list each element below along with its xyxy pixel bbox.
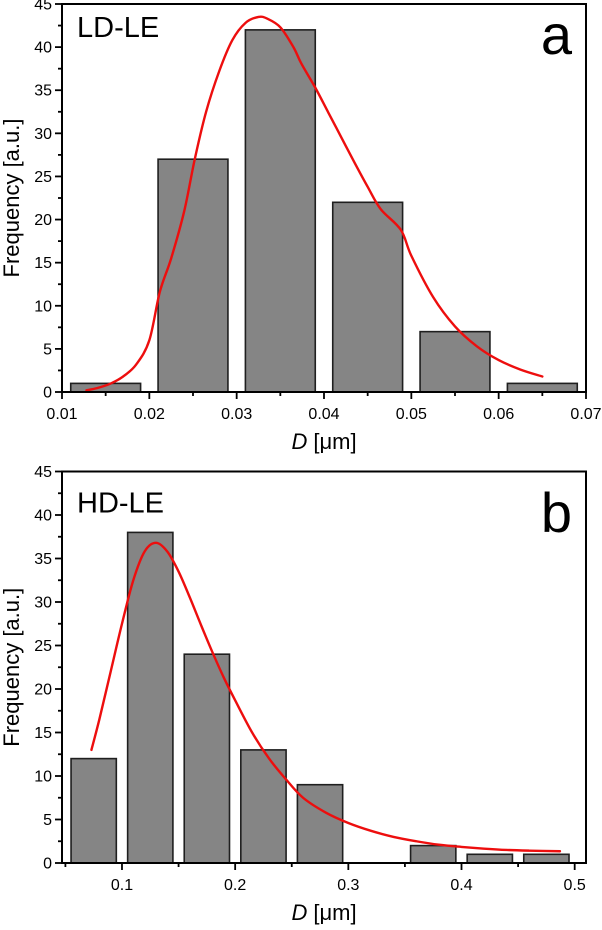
x-tick-label: 0.4 — [450, 877, 472, 894]
histogram-bar — [157, 158, 229, 393]
histogram-bar — [466, 853, 514, 864]
y-tick-label: 0 — [43, 385, 52, 402]
panel-letter: b — [541, 481, 572, 544]
y-tick-label: 25 — [34, 169, 52, 186]
y-tick-label: 40 — [34, 508, 52, 525]
y-tick-label: 20 — [34, 212, 52, 229]
y-tick-label: 10 — [34, 298, 52, 315]
x-axis-title: D [μm] — [291, 429, 356, 454]
x-tick-label: 0.01 — [46, 406, 77, 423]
y-tick-label: 40 — [34, 40, 52, 57]
histogram-bar — [244, 29, 317, 393]
y-tick-label: 30 — [34, 595, 52, 612]
x-axis-title-symbol: D — [291, 900, 307, 925]
x-tick-label: 0.05 — [396, 406, 427, 423]
histogram-bar — [419, 330, 491, 393]
x-tick-label: 0.04 — [308, 406, 339, 423]
x-tick-label: 0.06 — [483, 406, 514, 423]
y-tick-label: 30 — [34, 126, 52, 143]
y-tick-label: 45 — [34, 464, 52, 481]
sample-title: HD-LE — [77, 488, 164, 520]
histogram-bar — [240, 749, 287, 864]
y-tick-label: 20 — [34, 682, 52, 699]
x-tick-label: 0.07 — [570, 406, 601, 423]
panel-b: 0.1 0.2 0.3 0.4 0.5 0 5 10 15 20 25 30 35 40 45 HD-LE b F… — [0, 464, 587, 925]
fit-curve — [90, 541, 562, 853]
x-tick-label: 0.5 — [564, 877, 586, 894]
plot-frame — [61, 3, 587, 393]
x-axis-title-symbol: D — [291, 429, 307, 454]
x-axis-title-unit: [μm] — [313, 429, 356, 454]
histogram-bar — [409, 844, 457, 864]
histogram-bar — [70, 757, 118, 864]
y-tick-label: 35 — [34, 551, 52, 568]
y-axis-title: Frequency [a.u.] — [0, 588, 24, 747]
y-tick-label: 35 — [34, 83, 52, 100]
panel-letter: a — [541, 3, 573, 66]
x-tick-label: 0.03 — [221, 406, 252, 423]
y-tick-label: 45 — [34, 0, 52, 14]
y-axis-title: Frequency [a.u.] — [0, 119, 24, 278]
x-tick-label: 0.02 — [134, 406, 165, 423]
y-tick-label: 0 — [43, 856, 52, 873]
histogram-bar — [296, 783, 344, 864]
histogram-bar — [126, 531, 174, 864]
y-tick-label: 5 — [43, 341, 52, 358]
x-axis-title-unit: [μm] — [313, 900, 356, 925]
histogram-bar — [522, 853, 570, 864]
x-tick-label: 0.2 — [224, 877, 246, 894]
x-tick-label: 0.1 — [111, 877, 133, 894]
sample-title: LD-LE — [77, 12, 159, 44]
y-tick-label: 15 — [34, 725, 52, 742]
histogram-bar — [183, 653, 231, 864]
panel-a: 0.01 0.02 0.03 0.04 0.05 0.06 0.07 0 5 10 15 20 25 30… — [0, 0, 602, 454]
x-tick-label: 0.3 — [337, 877, 359, 894]
y-tick-label: 10 — [34, 769, 52, 786]
histogram-bar — [506, 382, 579, 393]
fit-curve — [85, 15, 544, 392]
x-axis-title: D [μm] — [291, 900, 356, 925]
y-tick-label: 25 — [34, 638, 52, 655]
histogram-bar — [331, 201, 404, 393]
y-tick-label: 5 — [43, 812, 52, 829]
y-tick-label: 15 — [34, 255, 52, 272]
